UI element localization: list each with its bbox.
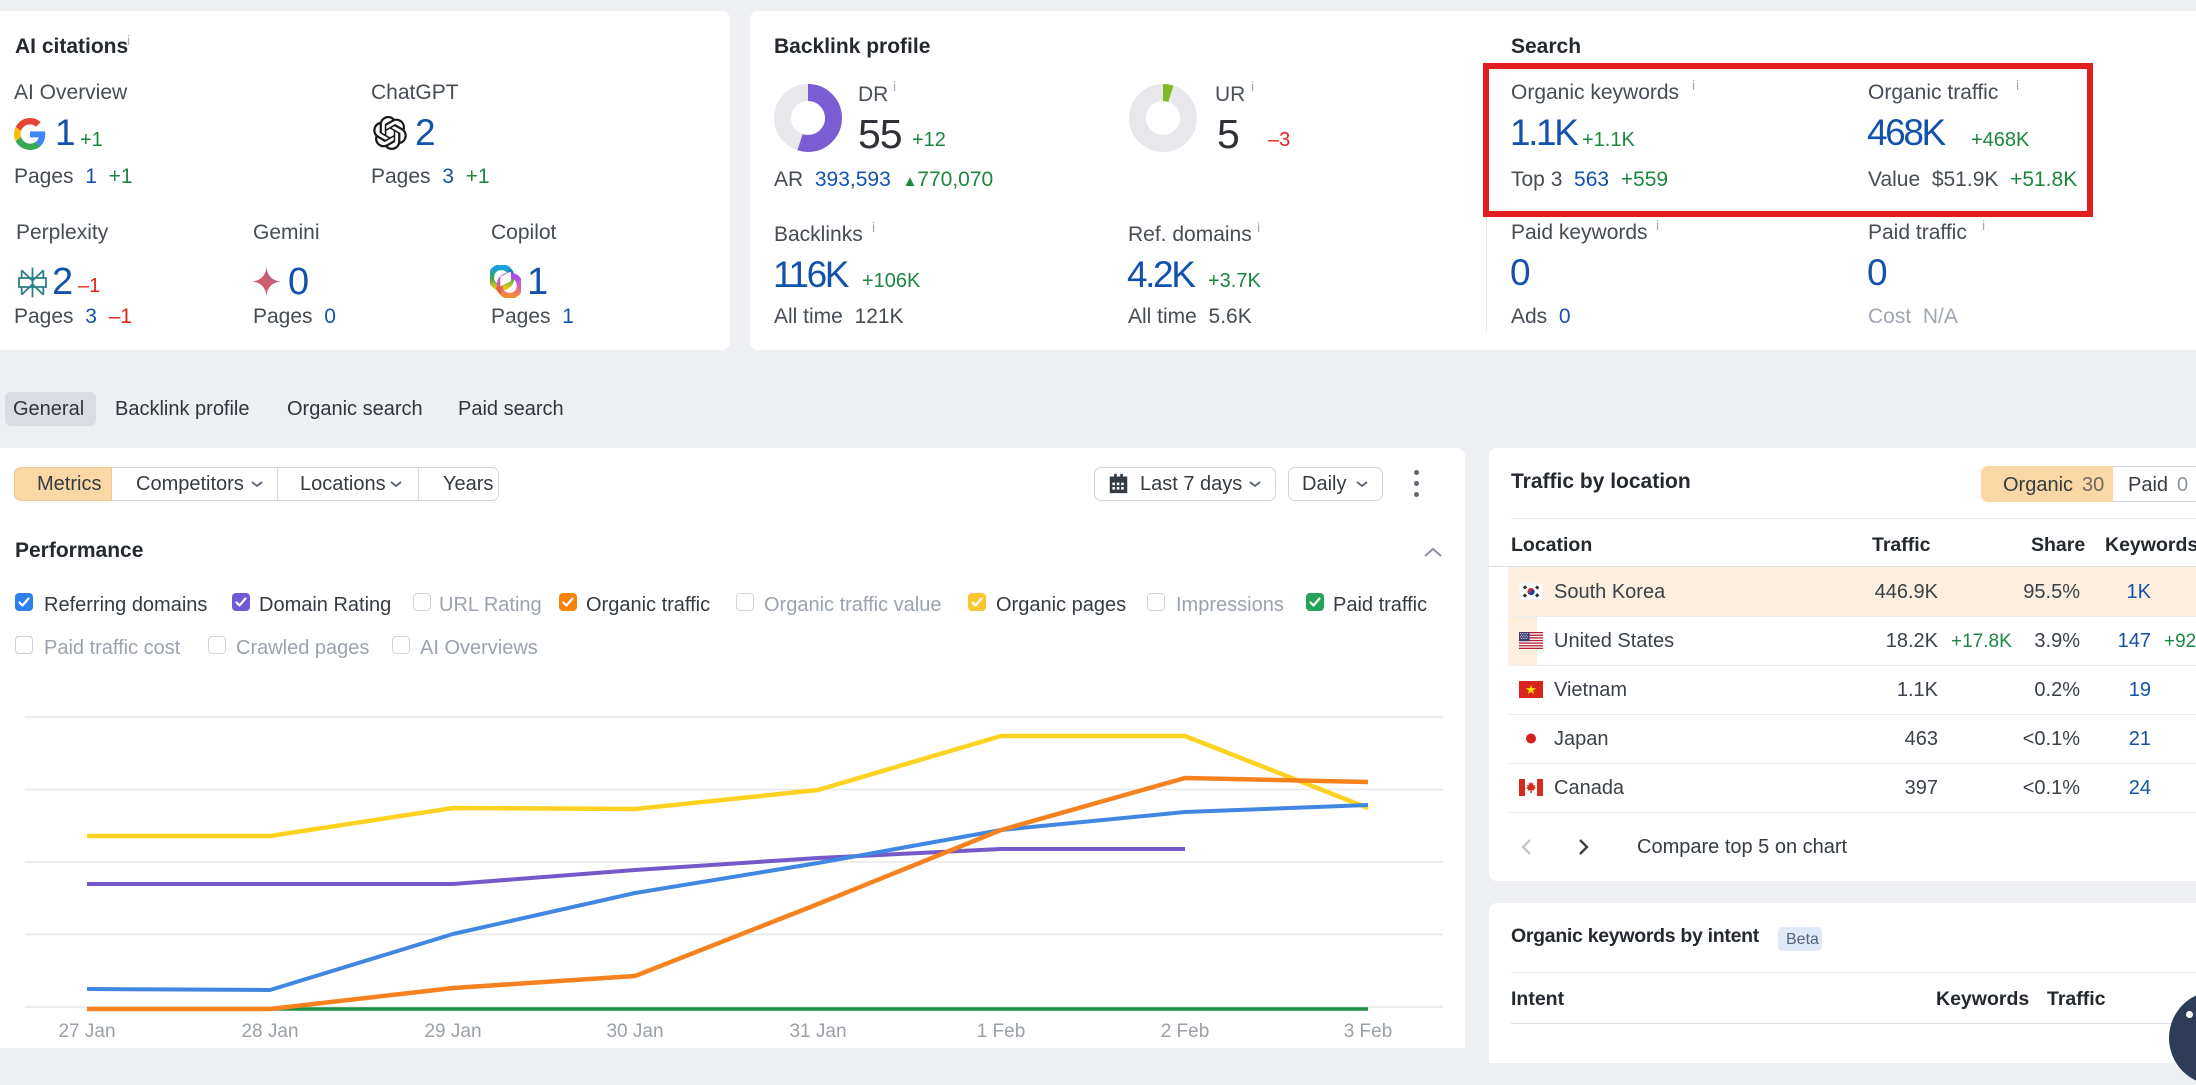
svg-text:28 Jan: 28 Jan [241,1021,298,1042]
svg-text:27 Jan: 27 Jan [58,1021,115,1042]
svg-text:3 Feb: 3 Feb [1344,1021,1393,1042]
svg-text:30 Jan: 30 Jan [606,1021,663,1042]
svg-text:31 Jan: 31 Jan [789,1021,846,1042]
svg-text:29 Jan: 29 Jan [424,1021,481,1042]
svg-text:1 Feb: 1 Feb [977,1021,1026,1042]
svg-text:2 Feb: 2 Feb [1161,1021,1210,1042]
